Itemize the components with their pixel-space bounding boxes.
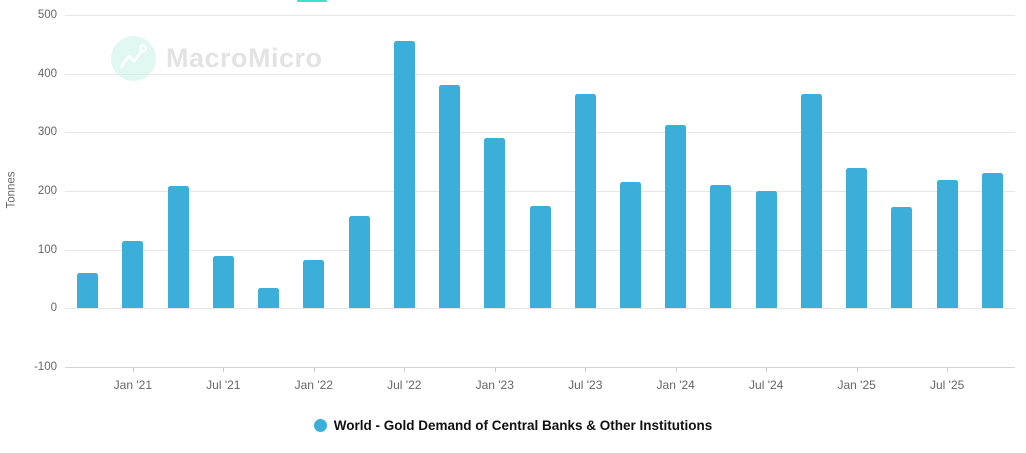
legend-series-label: World - Gold Demand of Central Banks & O…	[333, 418, 713, 433]
y-axis-tick-label: 200	[37, 185, 57, 197]
x-axis-tick-label: Jul '21	[206, 378, 241, 392]
bar-jul23[interactable]	[574, 93, 596, 309]
gridline-y--100	[65, 367, 1015, 368]
bar-oct22[interactable]	[439, 84, 461, 309]
x-axis-tick	[132, 367, 134, 372]
bar-apr23[interactable]	[529, 205, 551, 309]
x-axis-tick-label: Jan '21	[113, 378, 153, 392]
bar-jul21[interactable]	[212, 255, 234, 309]
x-axis-tick	[494, 367, 496, 372]
bar-oct23[interactable]	[619, 181, 641, 309]
bar-oct24[interactable]	[800, 93, 822, 309]
y-axis-tick-label: 0	[50, 302, 57, 315]
y-axis-tick-label: 400	[37, 67, 57, 80]
bar-jan25[interactable]	[846, 167, 868, 309]
gridline-y-500	[65, 15, 1015, 16]
gridline-y-400	[65, 73, 1015, 75]
bar-jul24[interactable]	[755, 191, 777, 309]
bar-oct25[interactable]	[981, 173, 1003, 309]
x-axis-tick-label: Jul '22	[387, 378, 422, 392]
bar-apr22[interactable]	[348, 215, 370, 309]
x-axis-tick	[675, 367, 677, 372]
bar-jan21[interactable]	[122, 241, 144, 309]
chart-legend: World - Gold Demand of Central Banks & O…	[0, 418, 1026, 433]
bar-jul22[interactable]	[393, 40, 415, 309]
x-axis-tick-label: Jul '23	[568, 378, 603, 392]
x-axis-tick	[404, 367, 406, 372]
legend-series-marker-icon	[313, 419, 327, 432]
bar-jan22[interactable]	[303, 260, 325, 309]
x-axis-tick	[766, 367, 768, 372]
bar-apr24[interactable]	[710, 184, 732, 309]
gridline-y-300	[65, 132, 1015, 134]
x-axis-tick	[313, 367, 315, 372]
y-axis-tick-label: 300	[37, 126, 57, 139]
y-axis-title: Tonnes	[5, 171, 18, 209]
bar-apr25[interactable]	[891, 206, 913, 309]
gridline-y-0	[65, 308, 1015, 310]
x-axis-tick	[856, 367, 858, 372]
bar-oct20[interactable]	[77, 273, 99, 309]
x-axis-tick	[947, 367, 949, 372]
bar-oct21[interactable]	[258, 288, 280, 309]
y-axis-tick-label: -100	[33, 361, 57, 373]
y-axis-tick-label: 100	[37, 243, 57, 256]
bar-jan23[interactable]	[484, 138, 506, 309]
bar-jan24[interactable]	[665, 124, 687, 309]
x-axis-tick	[223, 367, 225, 372]
x-axis-tick	[585, 367, 587, 372]
y-axis-tick-label: 500	[37, 9, 57, 21]
legend-item-world-gold-demand[interactable]: World - Gold Demand of Central Banks & O…	[313, 418, 713, 433]
bar-apr21[interactable]	[167, 185, 189, 309]
gridline-y-200	[65, 191, 1015, 192]
x-axis-tick-label: Jul '24	[749, 378, 784, 392]
chart-plot-area	[65, 15, 1015, 368]
x-axis-tick-label: Jan '24	[656, 378, 695, 392]
x-axis-tick-label: Jan '25	[837, 378, 876, 392]
bar-jul25[interactable]	[936, 180, 958, 309]
top-accent-bar	[297, 0, 327, 2]
x-axis-tick-label: Jan '23	[475, 378, 514, 392]
x-axis-tick-label: Jan '22	[294, 378, 333, 392]
x-axis-tick-label: Jul '25	[929, 378, 965, 392]
